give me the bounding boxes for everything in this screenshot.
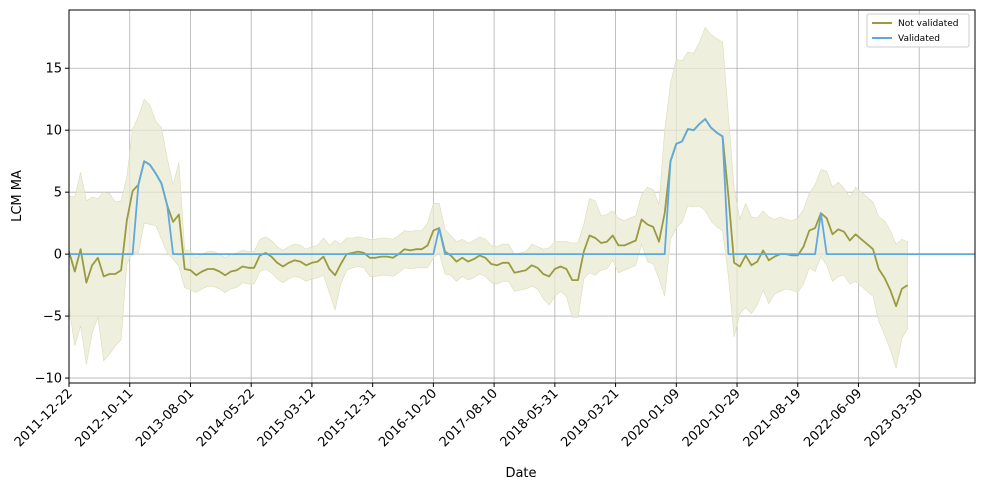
confidence-band — [69, 26, 909, 369]
series-lines — [69, 118, 975, 308]
legend-label-validated: Validated — [898, 34, 940, 44]
y-tick-label: 10 — [45, 124, 62, 139]
legend-box — [866, 13, 970, 48]
x-axis-label: Date — [505, 466, 536, 481]
y-tick-label: −10 — [35, 372, 62, 387]
y-axis-label: LCM MA — [10, 170, 25, 222]
y-axis: −10 −5 0 5 10 15 — [35, 62, 69, 387]
band-not-validated — [69, 26, 909, 369]
plot-frame — [68, 9, 976, 384]
y-tick-label: −5 — [43, 310, 62, 325]
legend: Not validated Validated — [866, 13, 970, 48]
y-tick-label: 15 — [45, 62, 62, 77]
y-tick-label: 5 — [54, 186, 62, 201]
legend-label-not-validated: Not validated — [898, 19, 958, 29]
y-tick-label: 0 — [54, 248, 62, 263]
series-line-validated — [69, 118, 975, 256]
series-line-not-validated — [69, 118, 909, 308]
